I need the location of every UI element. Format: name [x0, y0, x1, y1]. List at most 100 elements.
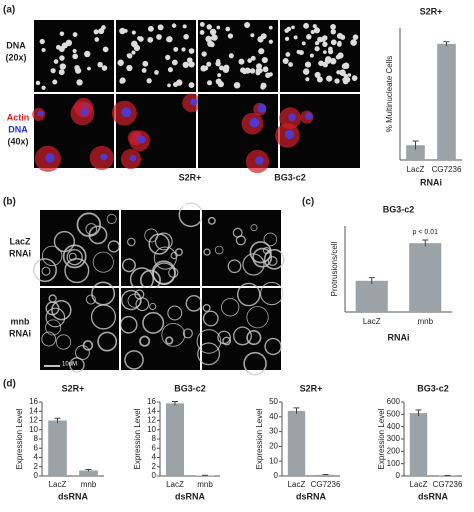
nucleus	[117, 59, 124, 66]
nucleus	[209, 28, 217, 36]
nucleus	[255, 156, 264, 165]
cell	[242, 253, 265, 276]
panel-label: (a)	[3, 5, 15, 16]
nucleus	[58, 46, 65, 53]
nucleus	[342, 78, 349, 85]
nucleus	[147, 36, 154, 43]
nucleus	[100, 153, 108, 161]
x-tick-label: LacZ	[288, 480, 306, 489]
nucleus	[323, 61, 328, 66]
nucleus	[328, 46, 333, 52]
nucleus	[301, 41, 306, 46]
nucleus	[227, 33, 234, 39]
y-axis-label: Expression Level	[255, 408, 264, 469]
cell	[161, 322, 186, 347]
nucleus	[119, 77, 126, 84]
error-bar	[412, 140, 419, 150]
row-label: Actin	[7, 112, 30, 122]
cell	[121, 258, 136, 273]
cell	[263, 248, 285, 270]
nucleus	[157, 24, 164, 31]
nucleus	[171, 23, 177, 28]
nucleus	[131, 40, 138, 48]
nucleus	[282, 57, 289, 64]
error-bar	[443, 41, 450, 46]
y-tick-label: 4	[34, 453, 39, 462]
cell	[127, 237, 136, 247]
panel-label: (b)	[3, 197, 16, 208]
micrograph	[40, 210, 119, 286]
row-label: DNA	[6, 40, 26, 50]
nucleus	[337, 40, 342, 46]
nucleus	[326, 75, 333, 82]
x-tick-label: mnb	[417, 317, 433, 326]
chart-title: S2R+	[420, 6, 443, 16]
y-tick-label: 0	[152, 471, 157, 480]
y-tick-label: 500	[387, 409, 401, 418]
cell	[148, 233, 170, 255]
nucleus	[183, 34, 189, 40]
cell	[97, 331, 118, 352]
nucleus	[228, 53, 234, 59]
nucleus	[173, 46, 179, 52]
cell	[107, 240, 120, 253]
nucleus	[250, 55, 256, 61]
y-tick-label: 0	[274, 471, 279, 480]
chart-title: BG3-c2	[417, 383, 449, 393]
y-axis-label: Expression Level	[377, 408, 386, 469]
bar	[437, 43, 456, 161]
error-bar	[85, 469, 92, 472]
column-label: CG7236 RNAi	[127, 6, 184, 16]
nucleus	[94, 37, 100, 42]
error-bar	[422, 239, 429, 247]
nucleus	[41, 85, 46, 90]
nucleus	[156, 34, 162, 40]
nucleus	[76, 79, 83, 86]
nucleus	[323, 50, 327, 54]
x-tick-label: LacZ	[410, 480, 428, 489]
cell	[202, 303, 211, 312]
nucleus	[147, 25, 154, 32]
cell	[217, 330, 231, 345]
nucleus	[154, 70, 159, 75]
cell	[151, 260, 176, 285]
nucleus	[351, 75, 358, 81]
cell	[154, 232, 173, 251]
nucleus	[142, 60, 149, 67]
y-tick-label: 8	[152, 434, 157, 443]
y-tick-label: 2	[152, 462, 157, 471]
y-tick-label: 2	[34, 462, 39, 471]
y-axis-label: Protrusions/cell	[330, 241, 339, 296]
x-tick-label: LacZ	[49, 480, 67, 489]
error-bar	[172, 401, 178, 406]
nucleus	[242, 70, 247, 75]
cell	[214, 245, 224, 255]
scale-bar-label: 10uM	[62, 362, 77, 368]
nucleus	[314, 46, 320, 52]
micrograph	[202, 288, 281, 370]
cell	[197, 342, 221, 366]
nucleus	[209, 42, 215, 48]
cell	[55, 334, 72, 350]
nucleus	[288, 62, 293, 67]
cell	[134, 289, 145, 300]
nucleus	[330, 39, 337, 46]
column-label: BG3-c2 FBS	[135, 198, 186, 208]
row-label: LacZ	[9, 236, 31, 246]
nucleus	[260, 33, 267, 40]
cell	[119, 315, 138, 334]
nucleus	[257, 68, 263, 74]
cell	[249, 241, 272, 264]
bar	[287, 410, 306, 476]
nucleus	[98, 28, 105, 35]
nucleus	[127, 53, 133, 59]
annotation: p < 0.01	[413, 229, 439, 236]
nucleus	[39, 38, 45, 45]
y-tick-label: 12	[147, 416, 156, 425]
nucleus	[206, 80, 213, 86]
y-axis-label: Expression Level	[15, 408, 24, 469]
nucleus	[265, 72, 271, 78]
cell	[252, 247, 273, 268]
nucleus	[268, 39, 273, 44]
y-tick-label: 0	[396, 471, 401, 480]
